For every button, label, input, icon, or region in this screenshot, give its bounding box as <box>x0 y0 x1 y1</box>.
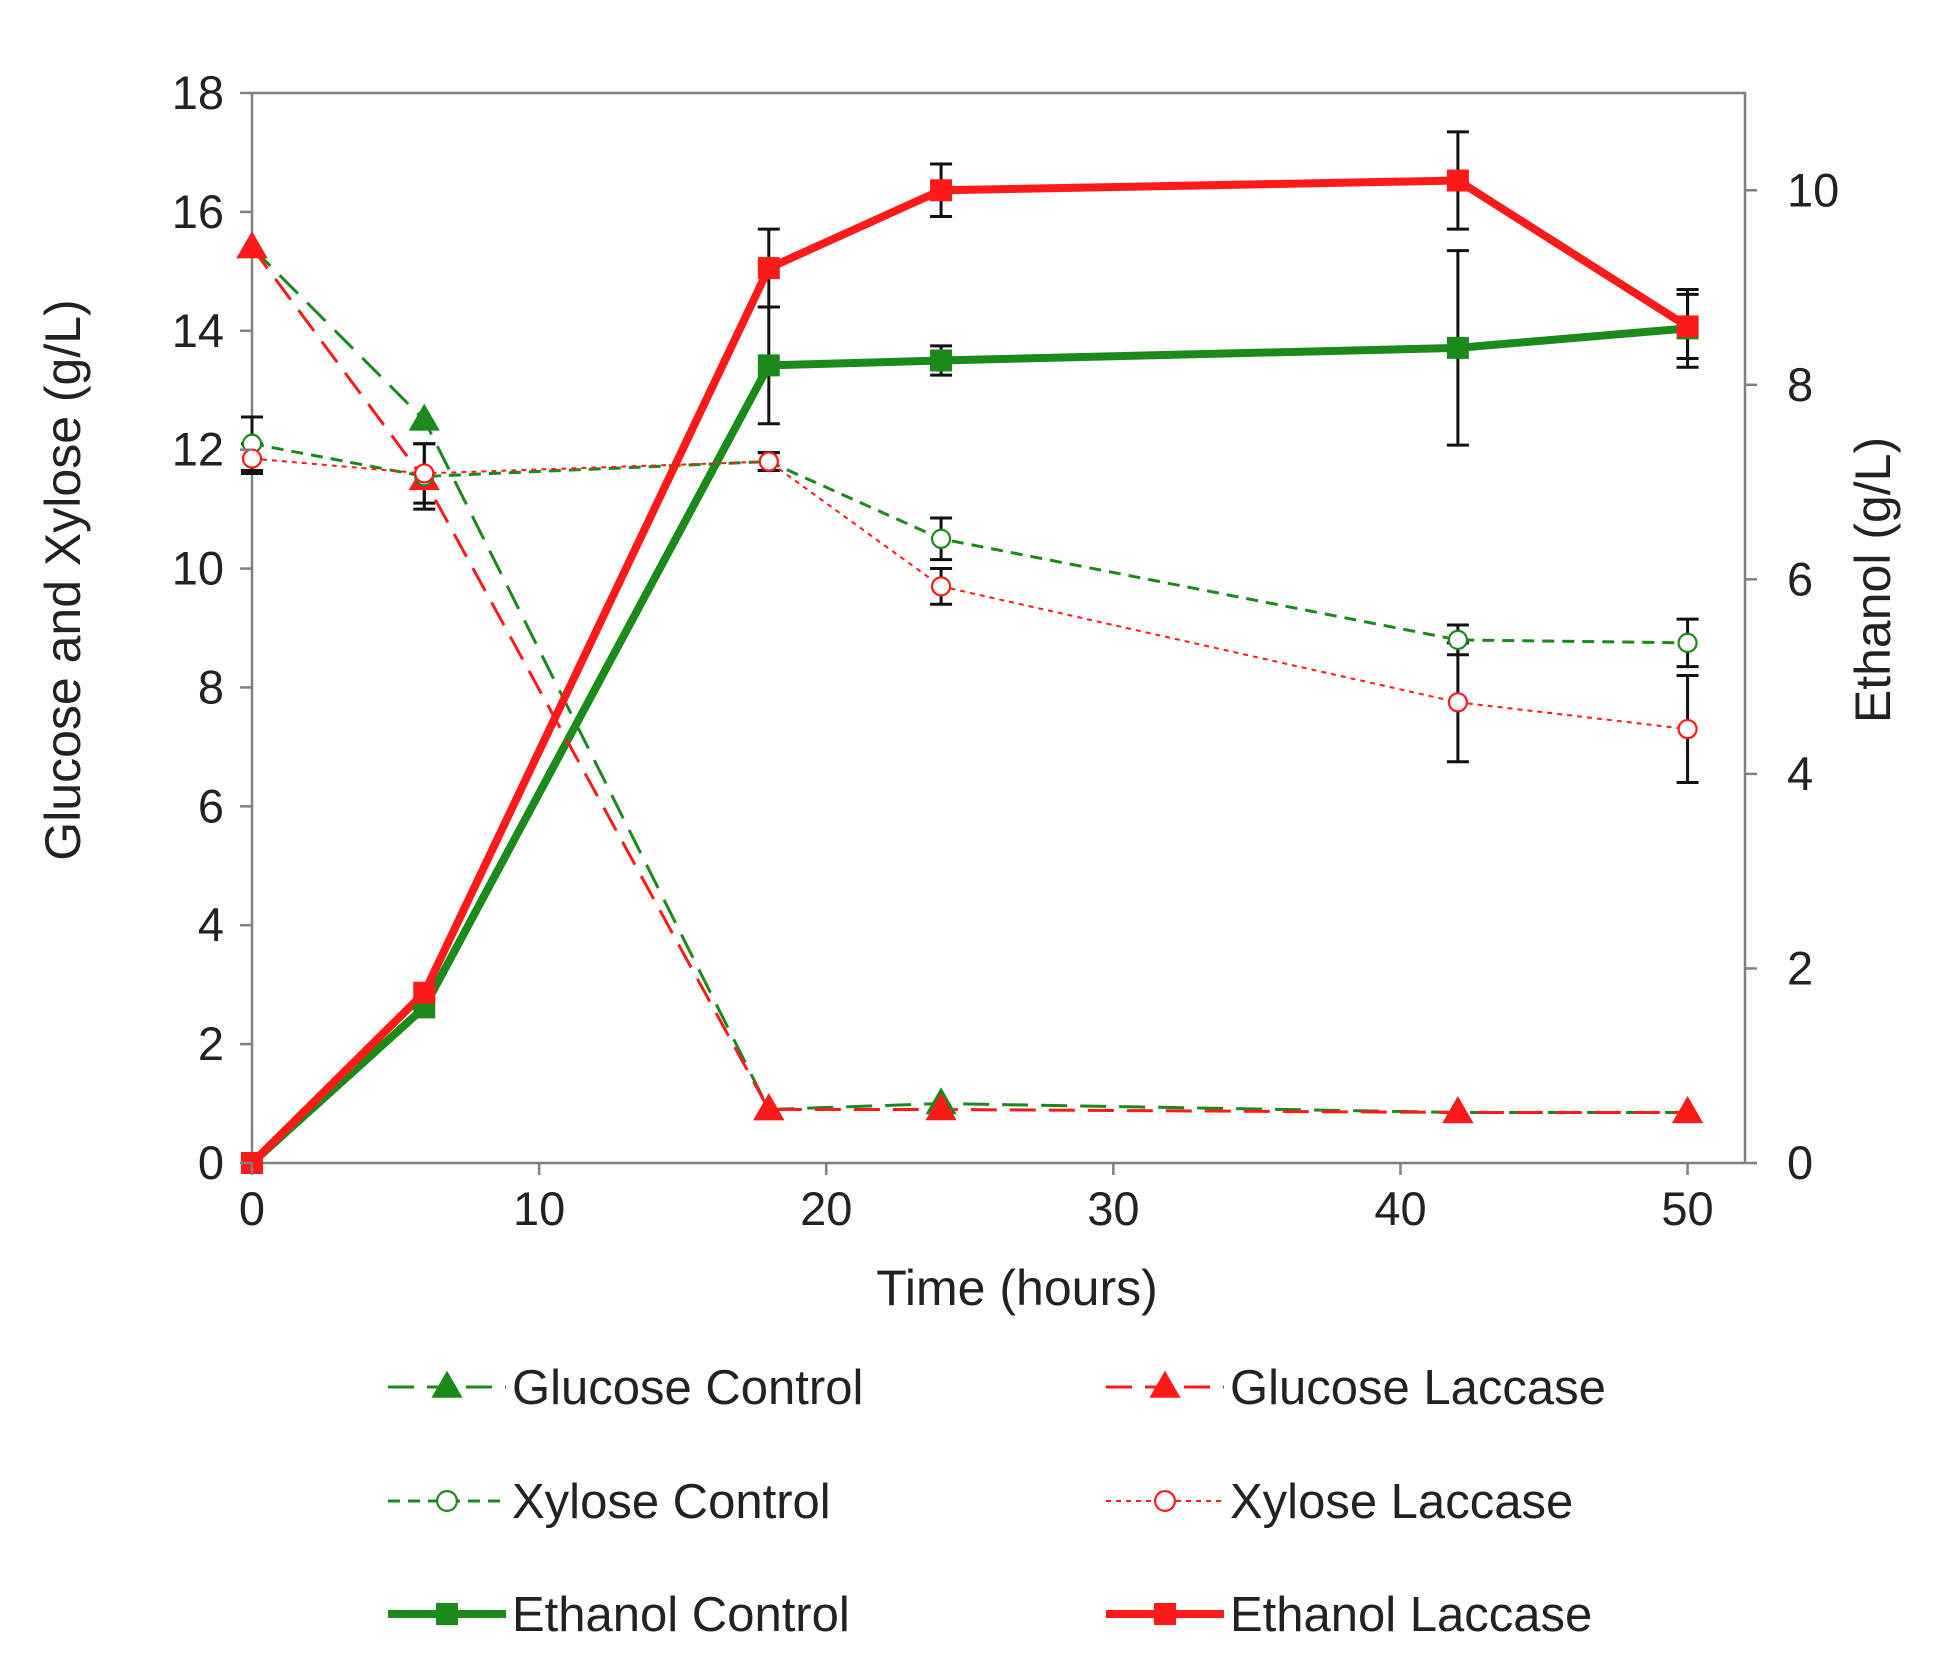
legend-label-xylose-control: Xylose Control <box>512 1475 831 1529</box>
error-bars <box>241 130 1699 785</box>
ethanol-control-point <box>930 349 953 372</box>
legend-marker-glucose-laccase <box>1149 1370 1181 1398</box>
y-tick-label: 12 <box>172 423 224 476</box>
y2-tick-label: 2 <box>1787 941 1813 994</box>
ethanol-control-line <box>249 324 1688 1166</box>
xylose-laccase-point <box>1447 692 1468 713</box>
xylose-laccase-line <box>251 457 1688 731</box>
x-tick-label: 20 <box>800 1182 852 1235</box>
ethanol-control-point <box>757 354 780 377</box>
xylose-laccase-point <box>1677 718 1698 740</box>
y-tick-label: 8 <box>198 660 224 713</box>
axes: 0 10 20 30 40 50 0 2 4 6 8 10 12 14 16 18 0 2 4 6 8 10 <box>172 66 1840 1235</box>
glucose-laccase-point <box>925 1093 957 1121</box>
xylose-laccase-point <box>758 451 779 472</box>
glucose-control-line <box>250 246 1688 1114</box>
x-tick-label: 50 <box>1661 1182 1713 1235</box>
ethanol-laccase-point <box>413 981 436 1004</box>
legend-label-glucose-control: Glucose Control <box>512 1361 863 1415</box>
legend-marker-xylose-laccase <box>1153 1489 1176 1512</box>
x-tick-label: 10 <box>513 1182 565 1235</box>
legend-label-xylose-laccase: Xylose Laccase <box>1230 1475 1573 1529</box>
series-lines <box>249 176 1690 1166</box>
y-tick-label: 4 <box>198 898 224 951</box>
legend-label-glucose-laccase: Glucose Laccase <box>1230 1361 1606 1415</box>
legend-marker-glucose-control <box>431 1370 463 1398</box>
xylose-laccase-point <box>414 463 435 484</box>
y-tick-label: 16 <box>172 185 224 238</box>
ethanol-laccase-point <box>1446 169 1469 192</box>
legend-marker-xylose-control <box>436 1489 459 1512</box>
xylose-laccase-point <box>930 576 952 597</box>
y2-tick-label: 0 <box>1787 1136 1813 1189</box>
plot-border <box>250 91 1747 1165</box>
y-tick-label: 2 <box>198 1017 224 1070</box>
y-tick-label: 6 <box>198 779 224 832</box>
x-tick-label: 40 <box>1374 1182 1426 1235</box>
glucose-control-point <box>408 403 440 431</box>
y2-tick-label: 8 <box>1787 358 1813 411</box>
series-markers <box>236 169 1704 1174</box>
xylose-control-point <box>1447 629 1468 650</box>
xylose-laccase-point <box>241 448 263 469</box>
ethanol-laccase-point <box>757 257 780 280</box>
y-tick-label: 14 <box>172 304 224 357</box>
legend-marker-ethanol-control <box>436 1603 458 1625</box>
plot-area <box>250 91 1747 1165</box>
xylose-control-point <box>1677 632 1698 653</box>
xylose-control-line <box>251 442 1688 645</box>
legend: Glucose Control Glucose Laccase Xylose Con… <box>388 1361 1606 1642</box>
ethanol-laccase-line <box>249 176 1690 1166</box>
legend-marker-ethanol-laccase <box>1154 1603 1176 1625</box>
y2-tick-label: 10 <box>1787 163 1839 216</box>
y2-tick-label: 4 <box>1787 747 1813 800</box>
y-axis-title: Glucose and Xylose (g/L) <box>35 299 91 860</box>
x-tick-label: 0 <box>239 1182 265 1235</box>
legend-label-ethanol-laccase: Ethanol Laccase <box>1230 1588 1592 1642</box>
y-tick-label: 10 <box>172 542 224 595</box>
glucose-laccase-point <box>1671 1096 1704 1124</box>
glucose-laccase-point <box>236 231 268 259</box>
ethanol-laccase-point <box>1676 315 1699 338</box>
x-axis-title: Time (hours) <box>876 1260 1158 1316</box>
y2-tick-label: 6 <box>1787 552 1813 605</box>
glucose-laccase-line <box>250 246 1688 1114</box>
x-tick-label: 30 <box>1087 1182 1139 1235</box>
glucose-laccase-point <box>1442 1096 1474 1124</box>
legend-label-ethanol-control: Ethanol Control <box>512 1588 850 1642</box>
y2-axis-title: Ethanol (g/L) <box>1845 437 1901 723</box>
y-tick-label: 0 <box>198 1136 224 1189</box>
ethanol-control-point <box>1446 336 1469 359</box>
glucose-laccase-point <box>753 1093 785 1121</box>
y-tick-label: 18 <box>172 66 224 119</box>
xylose-control-point <box>930 528 952 549</box>
ethanol-laccase-point <box>930 179 953 202</box>
